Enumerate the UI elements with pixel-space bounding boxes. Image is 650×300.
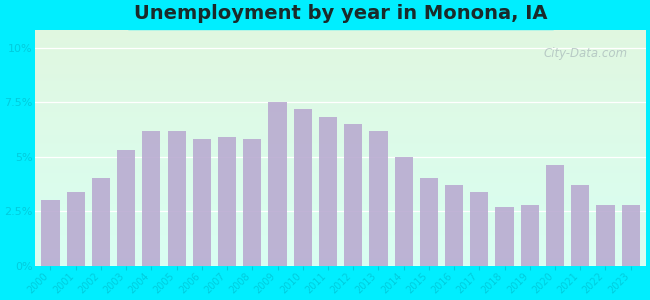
Bar bbox=[294, 109, 312, 266]
Bar bbox=[193, 139, 211, 266]
Bar bbox=[344, 124, 362, 266]
Bar bbox=[117, 150, 135, 266]
Text: City-Data.com: City-Data.com bbox=[543, 47, 627, 60]
Bar bbox=[369, 130, 387, 266]
Bar bbox=[66, 191, 84, 266]
Bar bbox=[42, 200, 60, 266]
Bar bbox=[597, 205, 614, 266]
Bar bbox=[546, 165, 564, 266]
Bar bbox=[268, 102, 287, 266]
Bar bbox=[168, 130, 186, 266]
Bar bbox=[395, 157, 413, 266]
Bar bbox=[621, 205, 640, 266]
Bar bbox=[218, 137, 236, 266]
Bar bbox=[470, 191, 488, 266]
Bar bbox=[243, 139, 261, 266]
Bar bbox=[445, 185, 463, 266]
Bar bbox=[319, 117, 337, 266]
Bar bbox=[420, 178, 438, 266]
Bar bbox=[521, 205, 539, 266]
Title: Unemployment by year in Monona, IA: Unemployment by year in Monona, IA bbox=[134, 4, 547, 23]
Bar bbox=[571, 185, 590, 266]
Bar bbox=[495, 207, 514, 266]
Bar bbox=[92, 178, 110, 266]
Bar bbox=[142, 130, 161, 266]
